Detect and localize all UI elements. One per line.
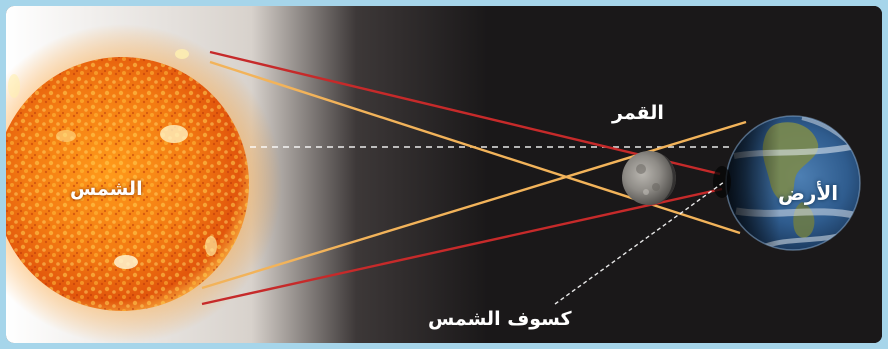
- sun: [6, 24, 282, 343]
- solar-eclipse-label: كسوف الشمس: [428, 308, 572, 330]
- penumbra-ray-lower: [201, 120, 747, 290]
- moon-shadow-spot: [713, 166, 731, 198]
- moon: [622, 151, 676, 205]
- sun-label: الشمس: [70, 178, 143, 200]
- earth: [725, 115, 861, 251]
- diagram-canvas: [6, 6, 882, 343]
- earth-label: الأرض: [778, 181, 839, 205]
- umbra-rays: [201, 50, 723, 306]
- solar-eclipse-diagram: الشمس القمر الأرض كسوف الشمس: [6, 6, 882, 343]
- umbra-ray-upper: [209, 50, 721, 176]
- umbra-ray-lower: [201, 187, 723, 306]
- moon-label: القمر: [612, 102, 664, 124]
